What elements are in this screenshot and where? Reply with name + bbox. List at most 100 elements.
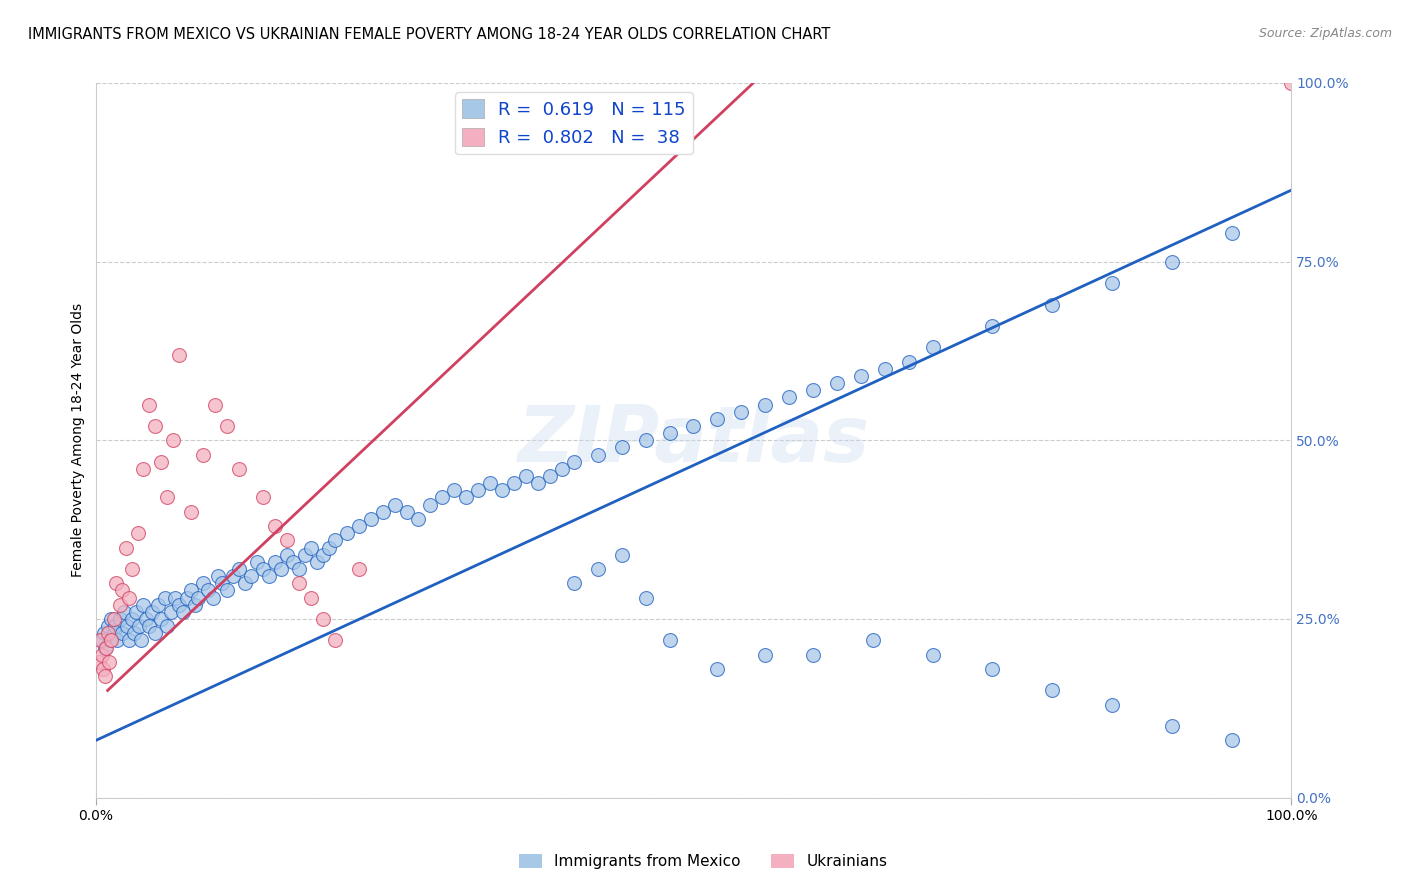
Point (204, 398, 226, 412)
Point (122, 626, 145, 640)
Point (479, 476, 502, 491)
Text: ZIPatlas: ZIPatlas (517, 402, 870, 478)
Point (682, 419, 704, 434)
Point (246, 555, 269, 569)
Point (395, 505, 418, 519)
Point (201, 591, 224, 605)
Point (347, 519, 370, 533)
Point (276, 548, 298, 562)
Point (103, 612, 125, 626)
Point (141, 605, 163, 619)
Text: IMMIGRANTS FROM MEXICO VS UKRAINIAN FEMALE POVERTY AMONG 18-24 YEAR OLDS CORRELA: IMMIGRANTS FROM MEXICO VS UKRAINIAN FEMA… (28, 27, 831, 42)
Point (145, 626, 167, 640)
Point (94, 669, 117, 683)
Point (264, 519, 287, 533)
Point (299, 591, 322, 605)
Point (562, 455, 585, 469)
Point (163, 591, 186, 605)
Point (371, 505, 394, 519)
Point (270, 562, 292, 576)
Point (658, 426, 681, 441)
Point (104, 576, 127, 591)
Point (801, 648, 824, 662)
Point (706, 412, 728, 426)
Point (981, 318, 1004, 333)
Point (323, 533, 346, 548)
Point (217, 583, 239, 598)
Point (1220, 226, 1243, 240)
Point (538, 469, 561, 483)
Point (862, 633, 884, 648)
Point (145, 419, 167, 434)
Point (96, 640, 118, 655)
Point (125, 605, 148, 619)
Point (121, 612, 143, 626)
Point (233, 576, 256, 591)
Point (634, 591, 657, 605)
Point (91, 662, 114, 676)
Point (586, 562, 609, 576)
Point (1101, 276, 1123, 290)
Point (180, 583, 202, 598)
Point (264, 555, 287, 569)
Point (211, 576, 233, 591)
Point (162, 434, 184, 448)
Point (100, 612, 122, 626)
Point (1279, 76, 1302, 90)
Point (90, 648, 112, 662)
Point (778, 391, 800, 405)
Point (103, 626, 125, 640)
Point (100, 633, 122, 648)
Point (127, 526, 149, 541)
Point (586, 448, 609, 462)
Point (849, 369, 872, 384)
Point (360, 512, 382, 526)
Point (706, 662, 728, 676)
Point (197, 583, 219, 598)
Point (1101, 698, 1123, 712)
Point (217, 419, 239, 434)
Point (515, 469, 537, 483)
Point (108, 612, 131, 626)
Point (873, 361, 896, 376)
Legend: Immigrants from Mexico, Ukrainians: Immigrants from Mexico, Ukrainians (513, 848, 893, 875)
Point (288, 576, 311, 591)
Point (921, 340, 943, 354)
Point (384, 498, 406, 512)
Point (176, 591, 198, 605)
Point (105, 633, 128, 648)
Point (111, 626, 134, 640)
Point (97, 619, 120, 633)
Point (491, 483, 513, 498)
Point (801, 384, 824, 398)
Point (634, 434, 657, 448)
Point (323, 633, 346, 648)
Point (150, 455, 173, 469)
Point (347, 562, 370, 576)
Point (1040, 297, 1063, 311)
Point (228, 462, 250, 476)
Point (252, 562, 274, 576)
Point (104, 619, 127, 633)
Point (294, 548, 316, 562)
Point (1160, 254, 1182, 268)
Point (94, 640, 117, 655)
Point (312, 612, 335, 626)
Point (456, 491, 478, 505)
Point (222, 569, 245, 583)
Point (610, 441, 633, 455)
Point (610, 548, 633, 562)
Point (658, 633, 681, 648)
Point (419, 498, 441, 512)
Point (754, 648, 776, 662)
Point (184, 598, 207, 612)
Point (146, 598, 169, 612)
Point (97, 655, 120, 669)
Point (132, 598, 155, 612)
Point (1220, 733, 1243, 747)
Point (160, 605, 183, 619)
Point (108, 598, 131, 612)
Point (150, 612, 173, 626)
Point (730, 405, 752, 419)
Point (305, 555, 328, 569)
